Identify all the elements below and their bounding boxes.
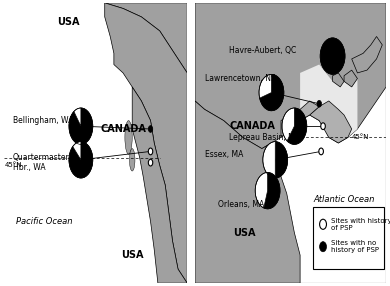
Polygon shape	[195, 101, 300, 283]
Wedge shape	[69, 108, 93, 144]
Circle shape	[321, 123, 325, 130]
Text: Bellingham, WA: Bellingham, WA	[13, 116, 73, 125]
Polygon shape	[333, 73, 344, 87]
Wedge shape	[255, 172, 268, 208]
Polygon shape	[105, 3, 187, 73]
Text: Sites with no
history of PSP: Sites with no history of PSP	[331, 240, 379, 253]
Polygon shape	[195, 3, 386, 149]
Polygon shape	[344, 70, 357, 87]
Wedge shape	[73, 142, 81, 160]
Wedge shape	[282, 108, 294, 141]
Polygon shape	[352, 37, 382, 73]
Text: 45°N: 45°N	[4, 162, 22, 168]
Circle shape	[148, 148, 153, 155]
Circle shape	[319, 242, 326, 252]
Text: Pacific Ocean: Pacific Ocean	[16, 217, 73, 226]
Wedge shape	[320, 38, 345, 74]
Text: USA: USA	[233, 228, 256, 238]
Wedge shape	[259, 74, 271, 98]
Text: Havre-Aubert, QC: Havre-Aubert, QC	[229, 46, 297, 55]
Circle shape	[319, 219, 326, 229]
Text: USA: USA	[121, 250, 144, 260]
Wedge shape	[69, 142, 93, 178]
Text: Lawrencetown, NS: Lawrencetown, NS	[204, 74, 275, 83]
Polygon shape	[300, 65, 357, 137]
Polygon shape	[281, 101, 319, 137]
Text: Quartermaster
Hbr., WA: Quartermaster Hbr., WA	[13, 153, 70, 172]
Circle shape	[148, 126, 153, 132]
Polygon shape	[105, 3, 187, 283]
Text: Sites with history
of PSP: Sites with history of PSP	[331, 218, 390, 231]
Text: Atlantic Ocean: Atlantic Ocean	[314, 194, 375, 204]
Circle shape	[317, 100, 321, 107]
Text: CANADA: CANADA	[229, 121, 275, 131]
Wedge shape	[264, 172, 280, 209]
Circle shape	[319, 148, 323, 155]
Text: Lepreau Basin, NB: Lepreau Basin, NB	[229, 133, 300, 142]
Ellipse shape	[125, 121, 132, 154]
Ellipse shape	[129, 149, 135, 171]
Wedge shape	[263, 142, 275, 178]
Text: USA: USA	[57, 17, 79, 27]
Circle shape	[330, 61, 335, 68]
Text: Essex, MA: Essex, MA	[204, 150, 243, 159]
Wedge shape	[74, 108, 81, 126]
Circle shape	[148, 159, 153, 166]
Polygon shape	[132, 87, 187, 283]
Text: 45°N: 45°N	[352, 134, 369, 140]
Wedge shape	[287, 108, 307, 144]
FancyBboxPatch shape	[314, 207, 384, 269]
Wedge shape	[275, 142, 288, 178]
Text: Orleans, MA: Orleans, MA	[218, 200, 264, 209]
Wedge shape	[260, 74, 284, 111]
Text: CANADA: CANADA	[100, 124, 146, 134]
Polygon shape	[310, 101, 352, 143]
